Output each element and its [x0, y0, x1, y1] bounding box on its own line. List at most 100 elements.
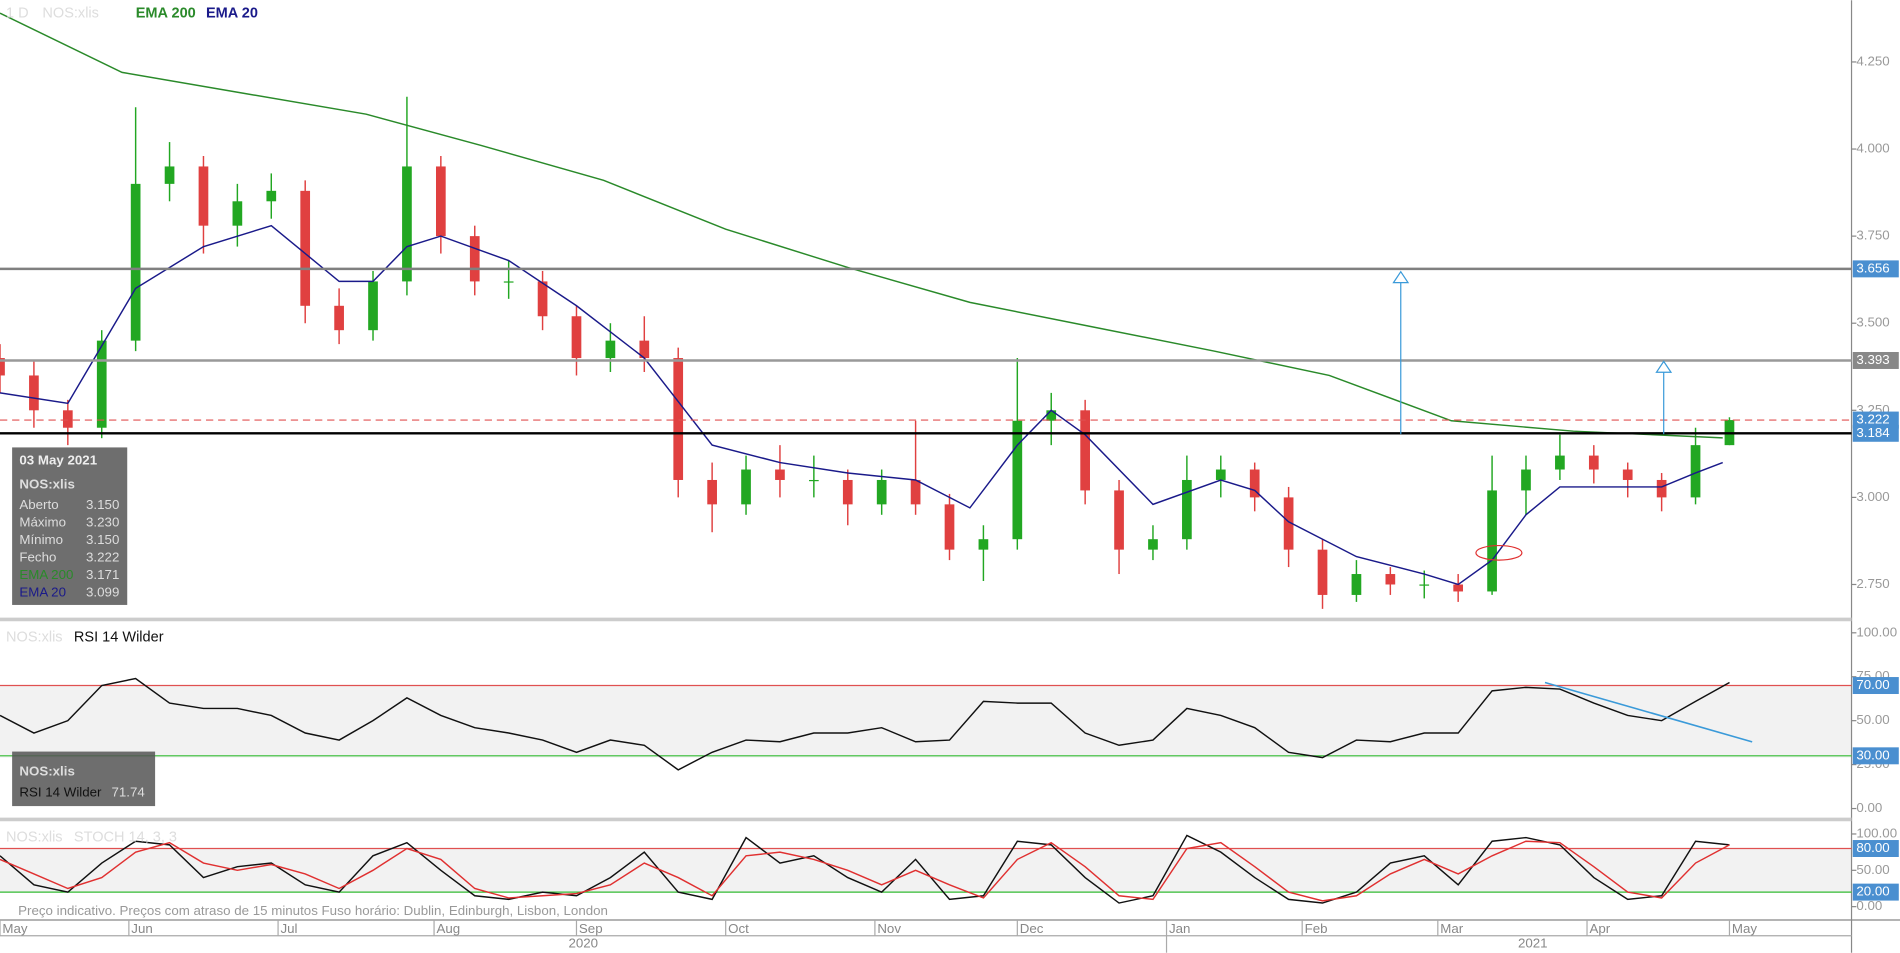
candle-body: [910, 479, 921, 505]
y-tick-label: 100.00: [1856, 624, 1897, 639]
level-label-box: [1852, 840, 1899, 857]
y-tick-label: 0.00: [1856, 898, 1882, 913]
ema-line: [0, 224, 1723, 586]
info-value: 3.099: [86, 584, 119, 599]
candle-body: [1453, 584, 1464, 592]
candle-body: [1283, 497, 1294, 550]
y-tick-label: 100.00: [1856, 825, 1897, 840]
candle-body: [639, 340, 650, 359]
candle-body: [266, 190, 277, 202]
candle-body: [1148, 539, 1158, 550]
x-tick-label: Mar: [1440, 921, 1463, 936]
info-label: Fecho: [19, 549, 56, 564]
indicator-line: [0, 677, 1730, 771]
candle-body: [775, 469, 785, 480]
panel-symbol: NOS:xlis: [6, 829, 63, 845]
candle-body: [96, 340, 107, 428]
candle-body: [1114, 490, 1124, 550]
y-tick-label: 4.000: [1856, 141, 1889, 156]
legend-entry: EMA 200: [136, 5, 196, 21]
level-label-box: [1852, 352, 1899, 369]
candle-body: [944, 504, 955, 550]
info-box: 03 May 2021 NOS:xlis Aberto 3.150 Máximo 3.23…: [12, 447, 128, 605]
x-tick-label: Nov: [877, 921, 901, 936]
candle-body: [1487, 490, 1497, 592]
y-tick-label: 2.750: [1856, 576, 1889, 591]
info-value: 3.171: [86, 567, 119, 582]
level-label: 20.00: [1856, 884, 1889, 899]
candle-body: [1351, 574, 1362, 595]
candle-body: [1521, 469, 1531, 491]
level-label: 3.222: [1856, 412, 1889, 427]
x-tick-label: Jul: [280, 921, 297, 936]
candle-body: [1385, 574, 1396, 585]
candle-body: [62, 410, 73, 428]
candle-body: [978, 539, 989, 550]
y-tick-label: 3.500: [1856, 315, 1889, 330]
info-label: Mínimo: [19, 532, 63, 547]
x-tick-label: Sep: [579, 921, 603, 936]
info-value: 71.74: [111, 784, 145, 799]
info-symbol: NOS:xlis: [19, 476, 75, 491]
level-label-box: [1852, 883, 1899, 901]
candle-body: [1317, 549, 1328, 595]
info-label: RSI 14 Wilder: [19, 784, 102, 799]
info-box-bg: [12, 751, 156, 807]
level-label: 3.184: [1856, 425, 1890, 440]
year-label: 2021: [1518, 936, 1548, 951]
info-label: EMA 200: [19, 567, 73, 582]
rsi-band: [0, 686, 1852, 758]
info-symbol: NOS:xlis: [19, 764, 75, 779]
candle-body: [368, 281, 378, 331]
x-tick-label: Oct: [728, 921, 749, 936]
y-tick-label: 3.750: [1856, 228, 1889, 243]
year-label: 2020: [568, 936, 598, 951]
x-tick-label: Dec: [1020, 921, 1044, 936]
level-label-box: [1852, 677, 1899, 695]
candle-body: [1012, 420, 1023, 540]
candle-body: [29, 375, 39, 411]
candle-body: [1656, 479, 1667, 498]
ema-line: [0, 12, 1723, 439]
level-label: 80.00: [1856, 840, 1889, 855]
level-label: 3.393: [1856, 352, 1889, 367]
x-tick-label: May: [1732, 921, 1757, 936]
panel-title: STOCH 14, 3, 3: [74, 829, 177, 845]
rsi-trendline: [1544, 681, 1753, 743]
target-arrows: [1392, 270, 1673, 435]
info-label: Máximo: [19, 515, 66, 530]
info-value: 3.150: [86, 532, 119, 547]
candle-body: [334, 305, 344, 331]
candle-body: [1182, 479, 1192, 540]
candle-body: [1080, 410, 1090, 491]
highlight-ellipse: [1475, 544, 1523, 561]
info-value: 3.230: [86, 515, 119, 530]
panel-symbol: NOS:xlis: [6, 630, 63, 646]
y-tick-label: 4.250: [1856, 53, 1889, 68]
candle-body: [1622, 469, 1633, 480]
candle-body: [435, 166, 446, 237]
candle-body: [300, 190, 311, 306]
x-tick-label: Aug: [436, 921, 460, 936]
candle-body: [741, 469, 751, 505]
level-label: 3.656: [1856, 260, 1889, 275]
candle-body: [503, 281, 514, 283]
candle-body: [198, 166, 209, 226]
x-tick-label: May: [2, 921, 27, 936]
candle-body: [1690, 445, 1701, 498]
level-label: 70.00: [1856, 677, 1889, 692]
candle-body: [571, 316, 582, 359]
info-label: Aberto: [19, 497, 58, 512]
candle-body: [1555, 455, 1565, 470]
candle-body: [232, 201, 243, 226]
indicator-line: [0, 834, 1730, 904]
candle-body: [876, 479, 887, 505]
timeframe: 1 D: [6, 5, 29, 21]
candle-body: [1215, 469, 1226, 480]
legend-entry: EMA 20: [206, 5, 258, 21]
symbol: NOS:xlis: [42, 5, 99, 21]
y-tick-label: 3.000: [1856, 489, 1889, 504]
y-tick-label: 50.00: [1856, 862, 1889, 877]
candle-body: [707, 479, 717, 505]
